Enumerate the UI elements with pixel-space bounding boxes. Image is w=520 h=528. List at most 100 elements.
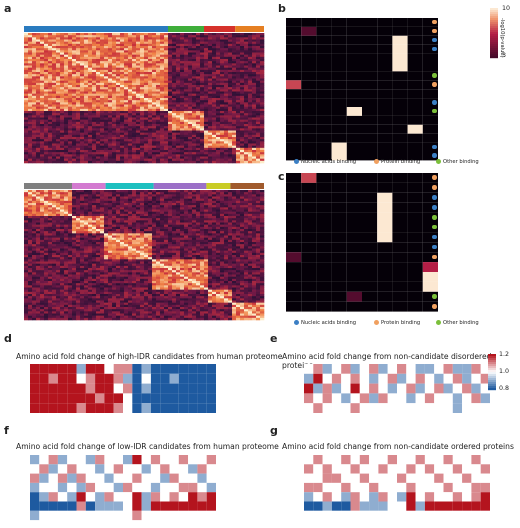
similarity-cell [72, 111, 77, 114]
similarity-cell [160, 213, 165, 217]
similarity-cell [180, 61, 185, 64]
similarity-cell [48, 200, 53, 204]
similarity-cell [72, 198, 77, 202]
similarity-cell [240, 139, 245, 142]
similarity-cell [128, 87, 133, 90]
similarity-cell [228, 50, 233, 53]
similarity-cell [188, 100, 193, 103]
similarity-cell [212, 207, 217, 210]
similarity-cell [128, 117, 133, 120]
similarity-cell [228, 235, 233, 238]
similarity-cell [156, 85, 161, 88]
similarity-cell [256, 54, 261, 58]
similarity-cell [192, 231, 197, 234]
similarity-cell [184, 233, 189, 236]
similarity-cell [96, 160, 101, 164]
similarity-cell [248, 59, 253, 62]
similarity-cell [136, 39, 141, 42]
similarity-cell [112, 203, 117, 206]
similarity-cell [56, 82, 61, 86]
similarity-cell [40, 132, 45, 136]
similarity-cell [256, 137, 261, 140]
similarity-cell [180, 33, 185, 36]
similarity-cell [156, 80, 161, 84]
similarity-cell [212, 198, 217, 202]
similarity-cell [216, 233, 221, 236]
similarity-cell [208, 231, 213, 234]
similarity-cell [28, 85, 33, 88]
similarity-cell [140, 85, 145, 88]
similarity-cell [60, 41, 65, 45]
similarity-cell [172, 128, 177, 131]
similarity-cell [24, 207, 29, 210]
similarity-cell [28, 117, 33, 120]
similarity-cell [204, 207, 209, 210]
similarity-cell [248, 126, 253, 129]
similarity-cell [108, 205, 113, 208]
similarity-cell [88, 222, 93, 225]
similarity-cell [112, 141, 117, 144]
similarity-cell [136, 117, 141, 120]
similarity-cell [100, 33, 105, 36]
similarity-cell [100, 121, 105, 125]
similarity-cell [68, 111, 73, 114]
similarity-cell [88, 46, 93, 49]
similarity-cell [160, 111, 165, 114]
similarity-cell [128, 41, 133, 45]
similarity-cell [228, 137, 233, 140]
similarity-cell [56, 43, 61, 47]
similarity-cell [48, 89, 53, 92]
similarity-cell [80, 147, 85, 151]
similarity-cell [140, 132, 145, 136]
similarity-cell [212, 141, 217, 144]
similarity-cell [156, 150, 161, 153]
similarity-cell [40, 87, 45, 90]
similarity-cell [100, 82, 105, 86]
similarity-cell [188, 203, 193, 206]
similarity-cell [216, 139, 221, 142]
similarity-cell [36, 108, 41, 112]
similarity-cell [196, 61, 201, 64]
similarity-cell [112, 126, 117, 129]
similarity-cell [48, 113, 53, 116]
similarity-cell [108, 134, 113, 138]
similarity-cell [184, 222, 189, 225]
similarity-cell [36, 160, 41, 164]
similarity-cell [80, 115, 85, 118]
similarity-cell [164, 43, 169, 47]
similarity-cell [160, 203, 165, 206]
similarity-cell [248, 41, 253, 45]
similarity-cell [232, 200, 237, 204]
similarity-cell [144, 203, 149, 206]
similarity-cell [112, 74, 117, 77]
similarity-cell [260, 194, 265, 197]
similarity-cell [84, 207, 89, 210]
similarity-cell [108, 130, 113, 133]
similarity-cell [28, 89, 33, 92]
similarity-cell [136, 158, 141, 162]
similarity-cell [48, 48, 53, 51]
similarity-cell [176, 80, 181, 84]
similarity-cell [84, 226, 89, 230]
similarity-cell [228, 117, 233, 120]
similarity-cell [92, 41, 97, 45]
similarity-cell [84, 43, 89, 47]
similarity-cell [152, 209, 157, 212]
similarity-cell [260, 35, 265, 38]
similarity-cell [92, 216, 97, 219]
similarity-cell [116, 194, 121, 197]
similarity-cell [144, 59, 149, 62]
similarity-cell [132, 160, 137, 164]
similarity-cell [132, 65, 137, 68]
similarity-cell [96, 67, 101, 71]
similarity-cell [144, 52, 149, 55]
similarity-cell [76, 147, 81, 151]
similarity-cell [68, 126, 73, 129]
similarity-cell [228, 33, 233, 36]
similarity-cell [128, 111, 133, 114]
similarity-cell [128, 213, 133, 217]
similarity-cell [108, 82, 113, 86]
similarity-cell [212, 235, 217, 238]
similarity-cell [192, 50, 197, 53]
similarity-cell [248, 65, 253, 68]
